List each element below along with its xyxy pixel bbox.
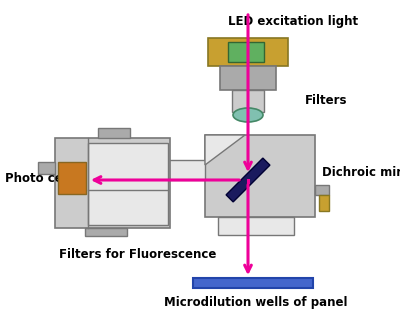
Text: Dichroic mirror: Dichroic mirror [322, 165, 400, 178]
Ellipse shape [233, 108, 263, 122]
Bar [85, 228, 127, 236]
Bar [98, 128, 130, 138]
Bar [205, 135, 315, 217]
Text: LED excitation light: LED excitation light [228, 15, 358, 28]
Polygon shape [226, 158, 270, 202]
Bar [315, 185, 329, 195]
Text: Microdilution wells of panel: Microdilution wells of panel [164, 296, 348, 309]
Bar [220, 66, 276, 90]
Bar [88, 143, 168, 225]
Text: Photo cell: Photo cell [5, 172, 71, 185]
Bar [193, 278, 313, 288]
Bar [228, 42, 264, 62]
Polygon shape [205, 135, 245, 165]
Bar [208, 38, 288, 66]
Bar [58, 162, 86, 194]
Bar [319, 195, 329, 211]
Bar [55, 138, 170, 228]
Bar [232, 90, 264, 112]
Text: Filters: Filters [305, 94, 348, 107]
Bar [168, 160, 205, 180]
Text: Filters for Fluorescence: Filters for Fluorescence [59, 248, 217, 261]
Bar [218, 217, 294, 235]
Bar [38, 162, 55, 174]
